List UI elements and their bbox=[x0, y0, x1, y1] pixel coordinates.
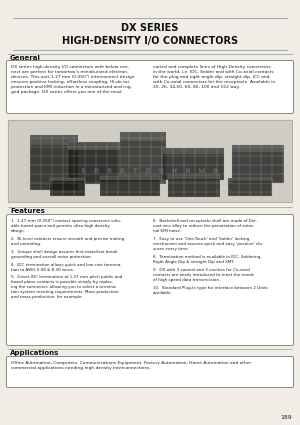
Bar bbox=[232, 145, 284, 152]
Text: 6.  Backshell and receptacle shell are made of Die-
cast zinc alloy to reduce th: 6. Backshell and receptacle shell are ma… bbox=[153, 219, 257, 233]
Bar bbox=[30, 135, 78, 145]
Text: 7.  Easy to use 'One-Touch' and 'Solder' locking
mechanism and assures quick and: 7. Easy to use 'One-Touch' and 'Solder' … bbox=[153, 237, 263, 251]
Bar bbox=[50, 178, 85, 181]
Bar bbox=[100, 176, 160, 180]
Bar bbox=[228, 178, 272, 181]
Bar bbox=[68, 142, 120, 150]
Text: 5.  Direct IDC termination of 1.27 mm pitch public and
board plane contacts is p: 5. Direct IDC termination of 1.27 mm pit… bbox=[11, 275, 122, 299]
Text: DX series high-density I/O connectors with below con-
nect are perfect for tomor: DX series high-density I/O connectors wi… bbox=[11, 65, 134, 94]
Bar bbox=[168, 175, 220, 197]
Text: 1.  1.27 mm (0.050") contact spacing conserves valu-
able board space and permit: 1. 1.27 mm (0.050") contact spacing cons… bbox=[11, 219, 121, 233]
Bar bbox=[100, 176, 160, 196]
Text: Applications: Applications bbox=[10, 350, 59, 356]
Bar bbox=[50, 178, 85, 196]
Bar bbox=[120, 132, 166, 184]
Text: varied and complete lines of High-Density connectors
in the world, i.e. IDC, Sol: varied and complete lines of High-Densit… bbox=[153, 65, 275, 89]
Text: 3.  Unique shell design assures first mate/last break
grounding and overall nois: 3. Unique shell design assures first mat… bbox=[11, 250, 117, 259]
Text: Office Automation, Computers, Communications Equipment, Factory Automation, Home: Office Automation, Computers, Communicat… bbox=[11, 361, 251, 370]
Text: 189: 189 bbox=[280, 415, 292, 420]
Text: Features: Features bbox=[10, 208, 45, 214]
Text: 8.  Termination method is available in IDC, Soldering,
Right Angle Dip & straigh: 8. Termination method is available in ID… bbox=[153, 255, 262, 264]
Bar bbox=[168, 175, 220, 179]
FancyBboxPatch shape bbox=[7, 215, 293, 346]
Bar bbox=[162, 148, 224, 180]
Text: HIGH-DENSITY I/O CONNECTORS: HIGH-DENSITY I/O CONNECTORS bbox=[62, 36, 238, 46]
Text: General: General bbox=[10, 55, 41, 61]
FancyBboxPatch shape bbox=[7, 60, 293, 113]
Text: DX SERIES: DX SERIES bbox=[121, 23, 179, 33]
Bar bbox=[228, 178, 272, 196]
Bar bbox=[8, 120, 292, 202]
Bar bbox=[162, 148, 224, 154]
Bar bbox=[232, 145, 284, 183]
Text: 4.  IDC termination allows quick and low cost termina-
tion to AWG 0.08 & 8.30 w: 4. IDC termination allows quick and low … bbox=[11, 263, 122, 272]
Bar bbox=[30, 135, 78, 190]
Bar bbox=[68, 142, 120, 184]
Text: 2.  Bi-level contacts ensure smooth and precise mating
and unmating.: 2. Bi-level contacts ensure smooth and p… bbox=[11, 237, 124, 246]
Text: 10.  Standard Plug-In type for interface between 2 Units
available.: 10. Standard Plug-In type for interface … bbox=[153, 286, 268, 295]
Text: 9.  DX with 3 coaxial and 3 cavities for Co-axial
contacts are easily introduced: 9. DX with 3 coaxial and 3 cavities for … bbox=[153, 268, 254, 282]
FancyBboxPatch shape bbox=[7, 357, 293, 388]
Bar bbox=[120, 132, 166, 142]
Text: э   л   е   к   т   р   о   н   н   ы   е: э л е к т р о н н ы е bbox=[81, 166, 219, 176]
